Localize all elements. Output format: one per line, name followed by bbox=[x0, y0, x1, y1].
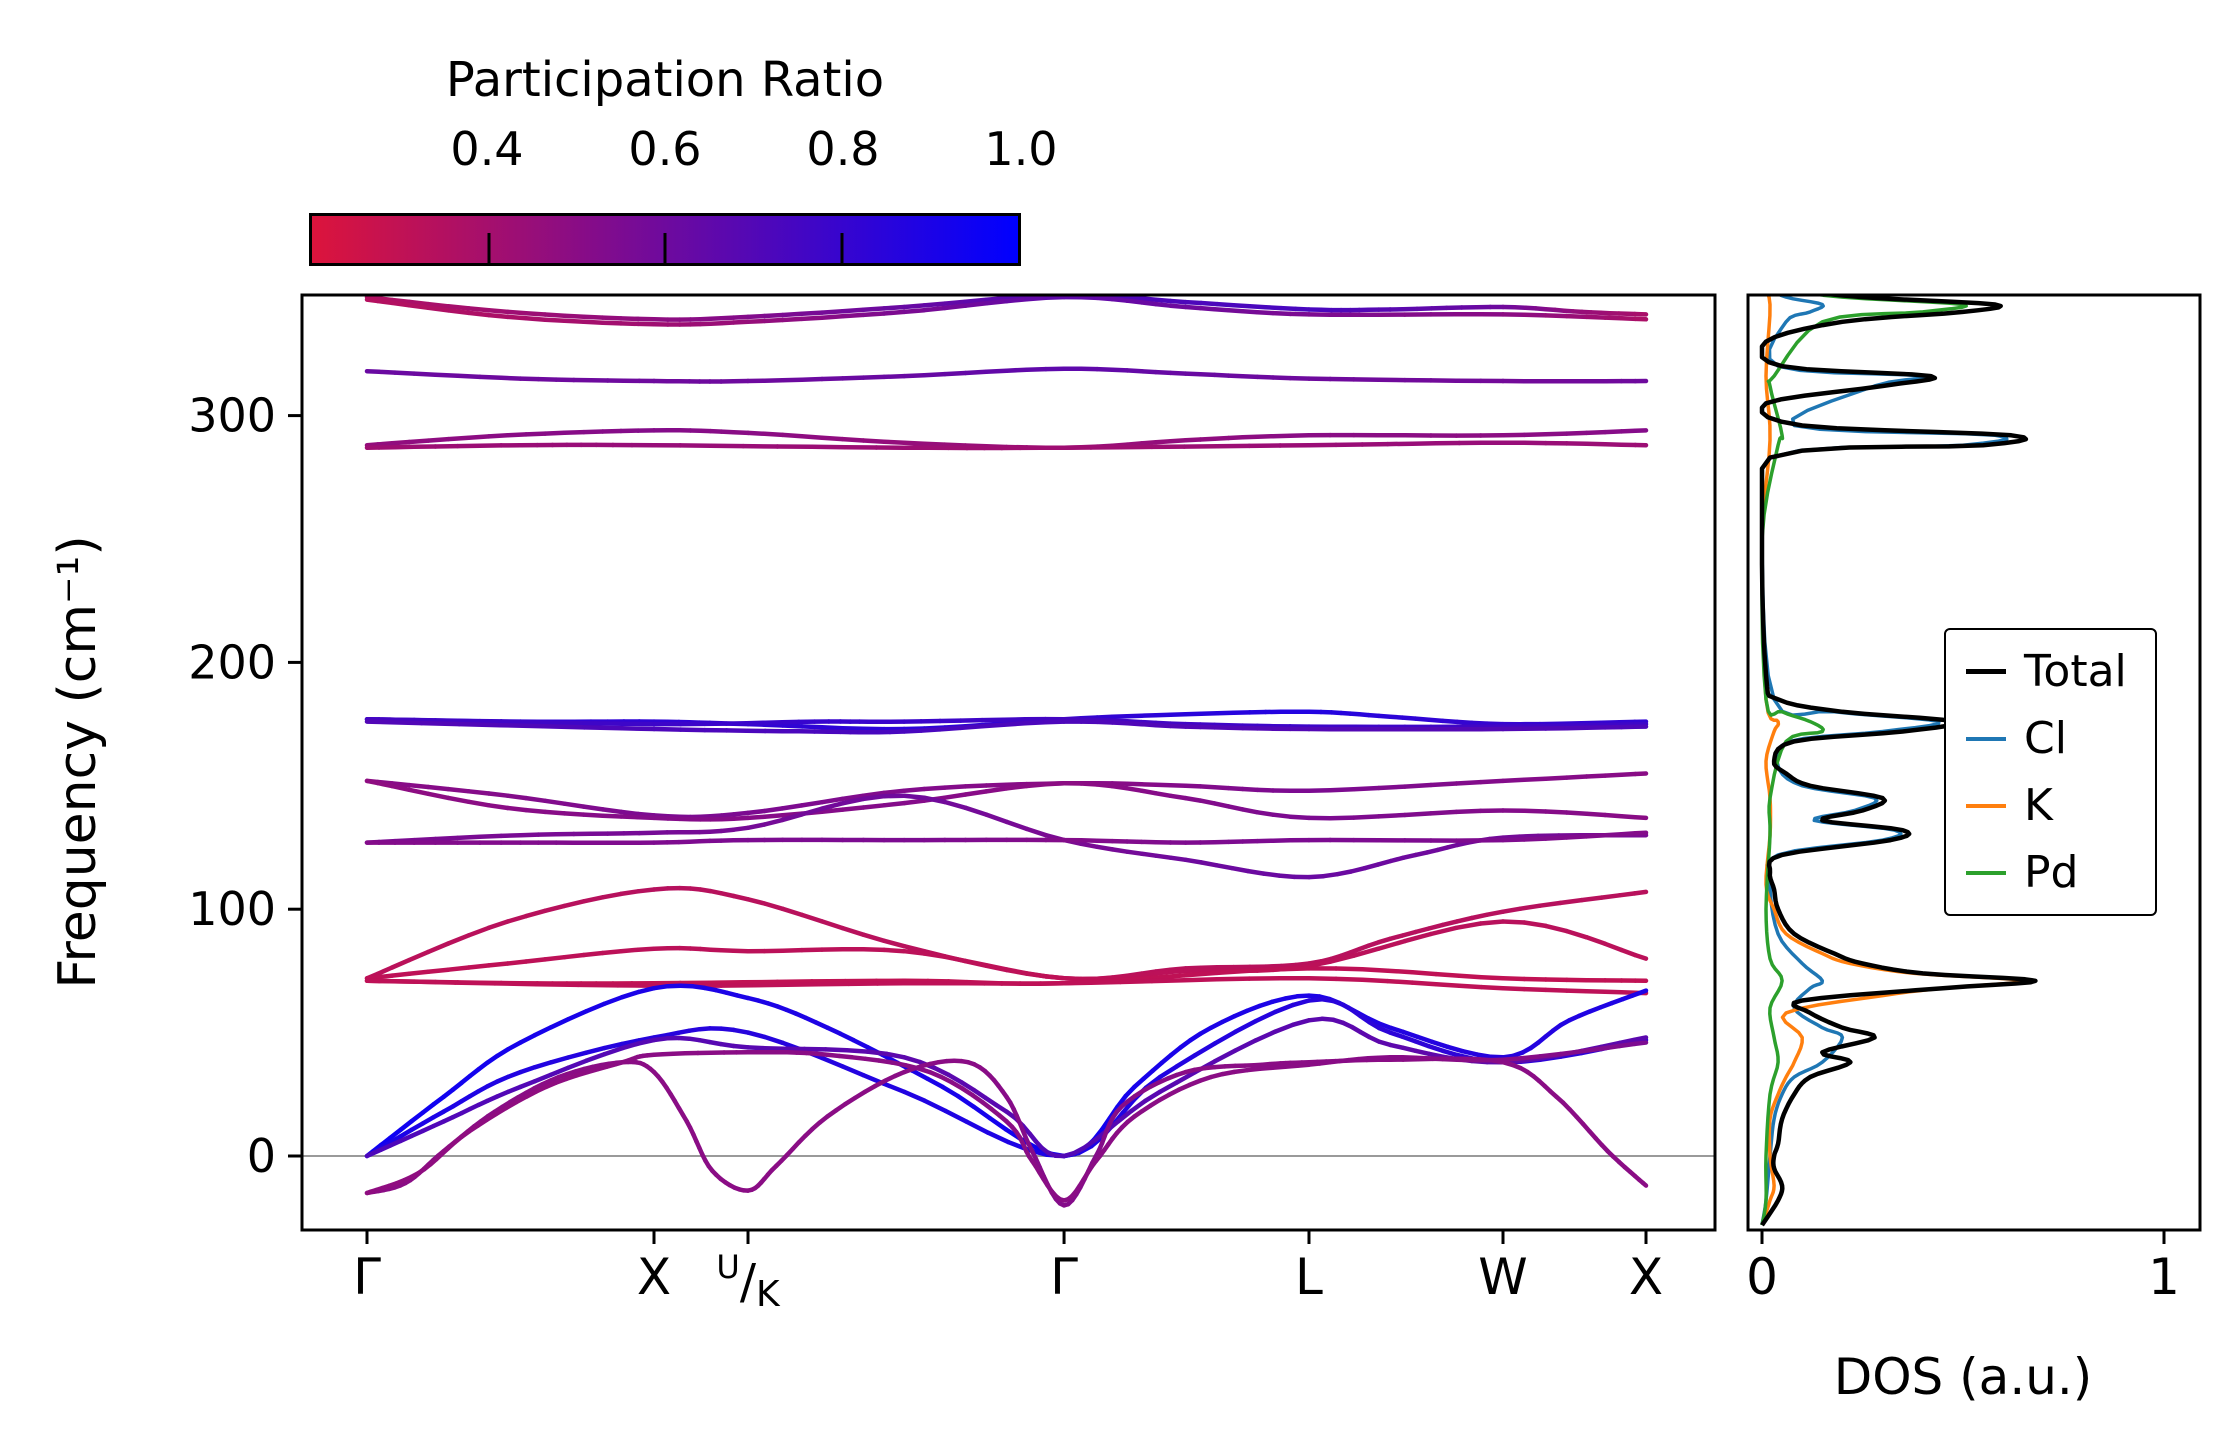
colorbar-gradient-bar bbox=[309, 213, 1021, 266]
y-tick-label: 0 bbox=[247, 1129, 276, 1183]
axes bbox=[288, 293, 2202, 1244]
dos-axis-label: DOS (a.u.) bbox=[1833, 1348, 2093, 1406]
colorbar-tick-labels: 0.4 0.6 0.8 1.0 bbox=[0, 122, 2222, 184]
legend-label: Total bbox=[2024, 646, 2127, 697]
legend-label: Cl bbox=[2024, 713, 2067, 764]
kpoint-label: U/K bbox=[716, 1248, 780, 1315]
kpoint-label: X bbox=[636, 1248, 672, 1306]
colorbar-tick-label: 1.0 bbox=[984, 122, 1058, 176]
legend-line bbox=[1966, 803, 2006, 808]
legend-entry-total: Total bbox=[1966, 646, 2127, 697]
legend-entry-k: K bbox=[1966, 780, 2127, 831]
kpoint-label: Γ bbox=[353, 1248, 381, 1306]
dos-x-tick-label: 1 bbox=[2148, 1248, 2180, 1306]
dos-curve-total bbox=[1759, 295, 2038, 1227]
colorbar-title: Participation Ratio bbox=[445, 52, 885, 108]
legend-entry-cl: Cl bbox=[1966, 713, 2127, 764]
legend-line bbox=[1966, 870, 2006, 875]
kpoint-label: L bbox=[1295, 1248, 1323, 1306]
phonon-bands bbox=[364, 295, 1649, 1208]
kpoint-label: X bbox=[1628, 1248, 1664, 1306]
y-tick-label: 200 bbox=[188, 635, 276, 689]
dos-curves bbox=[1759, 295, 2038, 1227]
colorbar-tick-mark bbox=[487, 233, 490, 263]
dos-legend: Total Cl K Pd bbox=[1944, 628, 2157, 916]
y-tick-label: 100 bbox=[188, 882, 276, 936]
kpoint-label: W bbox=[1478, 1248, 1528, 1306]
colorbar-tick-mark bbox=[663, 233, 667, 263]
dos-x-tick-label: 0 bbox=[1746, 1248, 1778, 1306]
colorbar-tick-mark bbox=[840, 233, 843, 263]
kpoint-axis-labels: Γ X U/K Γ L W X bbox=[0, 1248, 2222, 1320]
colorbar-tick-label: 0.8 bbox=[806, 122, 880, 176]
legend-label: K bbox=[2024, 780, 2053, 831]
legend-line bbox=[1966, 736, 2006, 741]
legend-line bbox=[1966, 669, 2006, 674]
dos-curve-pd bbox=[1760, 295, 1968, 1226]
colorbar-tick-label: 0.6 bbox=[628, 122, 702, 176]
y-tick-label: 300 bbox=[188, 389, 276, 443]
kpoint-label: Γ bbox=[1050, 1248, 1078, 1306]
legend-entry-pd: Pd bbox=[1966, 847, 2127, 898]
colorbar-tick-label: 0.4 bbox=[450, 122, 524, 176]
legend-label: Pd bbox=[2024, 847, 2079, 898]
